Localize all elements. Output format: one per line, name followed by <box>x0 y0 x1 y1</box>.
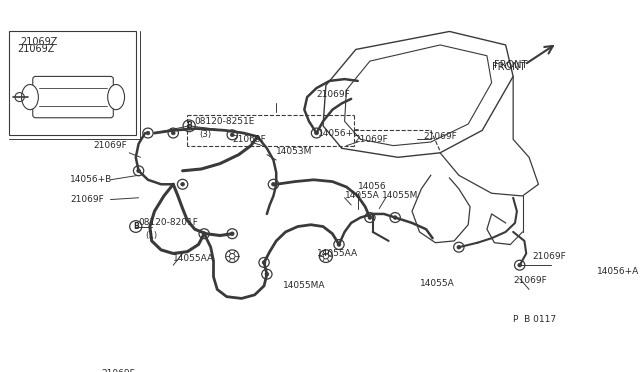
Text: 14055AA: 14055AA <box>317 249 358 258</box>
Ellipse shape <box>108 84 125 110</box>
Circle shape <box>230 133 234 137</box>
Text: 21069F: 21069F <box>513 276 547 285</box>
Text: 21069Z: 21069Z <box>20 37 58 47</box>
Bar <box>10 32 136 135</box>
Text: 21069F: 21069F <box>532 252 566 261</box>
Text: 14053M: 14053M <box>276 147 312 155</box>
Circle shape <box>394 216 397 219</box>
Text: 21069F: 21069F <box>317 90 350 99</box>
Circle shape <box>146 131 150 135</box>
Text: (3): (3) <box>200 130 212 140</box>
Text: 08120-8201F: 08120-8201F <box>139 218 198 227</box>
Text: 14056+C: 14056+C <box>318 129 361 138</box>
Circle shape <box>315 131 318 135</box>
Text: FRONT: FRONT <box>492 62 525 73</box>
Text: B: B <box>133 222 139 231</box>
Text: 14055MA: 14055MA <box>283 281 325 291</box>
Text: 21069F: 21069F <box>70 195 104 204</box>
Circle shape <box>368 216 372 219</box>
Text: P  B 0117: P B 0117 <box>513 315 556 324</box>
Text: FRONT: FRONT <box>495 60 528 70</box>
FancyBboxPatch shape <box>33 76 113 118</box>
Text: 21069F: 21069F <box>93 141 127 150</box>
Circle shape <box>337 243 341 246</box>
Text: 21069F: 21069F <box>423 132 457 141</box>
Text: 21069Z: 21069Z <box>17 44 54 54</box>
Circle shape <box>180 183 184 186</box>
Circle shape <box>202 232 206 235</box>
Text: 14055A: 14055A <box>419 279 454 288</box>
Text: 08120-8251E: 08120-8251E <box>195 117 255 126</box>
Circle shape <box>230 232 234 235</box>
Text: 14056: 14056 <box>358 183 387 192</box>
Ellipse shape <box>22 84 38 110</box>
Circle shape <box>265 272 269 276</box>
Text: 14056+B: 14056+B <box>70 175 113 184</box>
Text: 21069F: 21069F <box>101 369 135 372</box>
Text: 14055AA: 14055AA <box>173 254 214 263</box>
Circle shape <box>457 246 461 249</box>
Circle shape <box>271 183 275 186</box>
Text: 14055M: 14055M <box>382 192 419 201</box>
Circle shape <box>262 261 266 264</box>
Text: 14056+A: 14056+A <box>597 267 639 276</box>
Text: 21069F: 21069F <box>232 135 266 144</box>
Text: B: B <box>186 121 192 130</box>
Text: 21069F: 21069F <box>354 135 388 144</box>
Circle shape <box>518 263 522 267</box>
Text: (1): (1) <box>145 231 157 240</box>
Text: 14055A: 14055A <box>344 192 380 201</box>
Circle shape <box>172 131 175 135</box>
Circle shape <box>137 169 140 173</box>
